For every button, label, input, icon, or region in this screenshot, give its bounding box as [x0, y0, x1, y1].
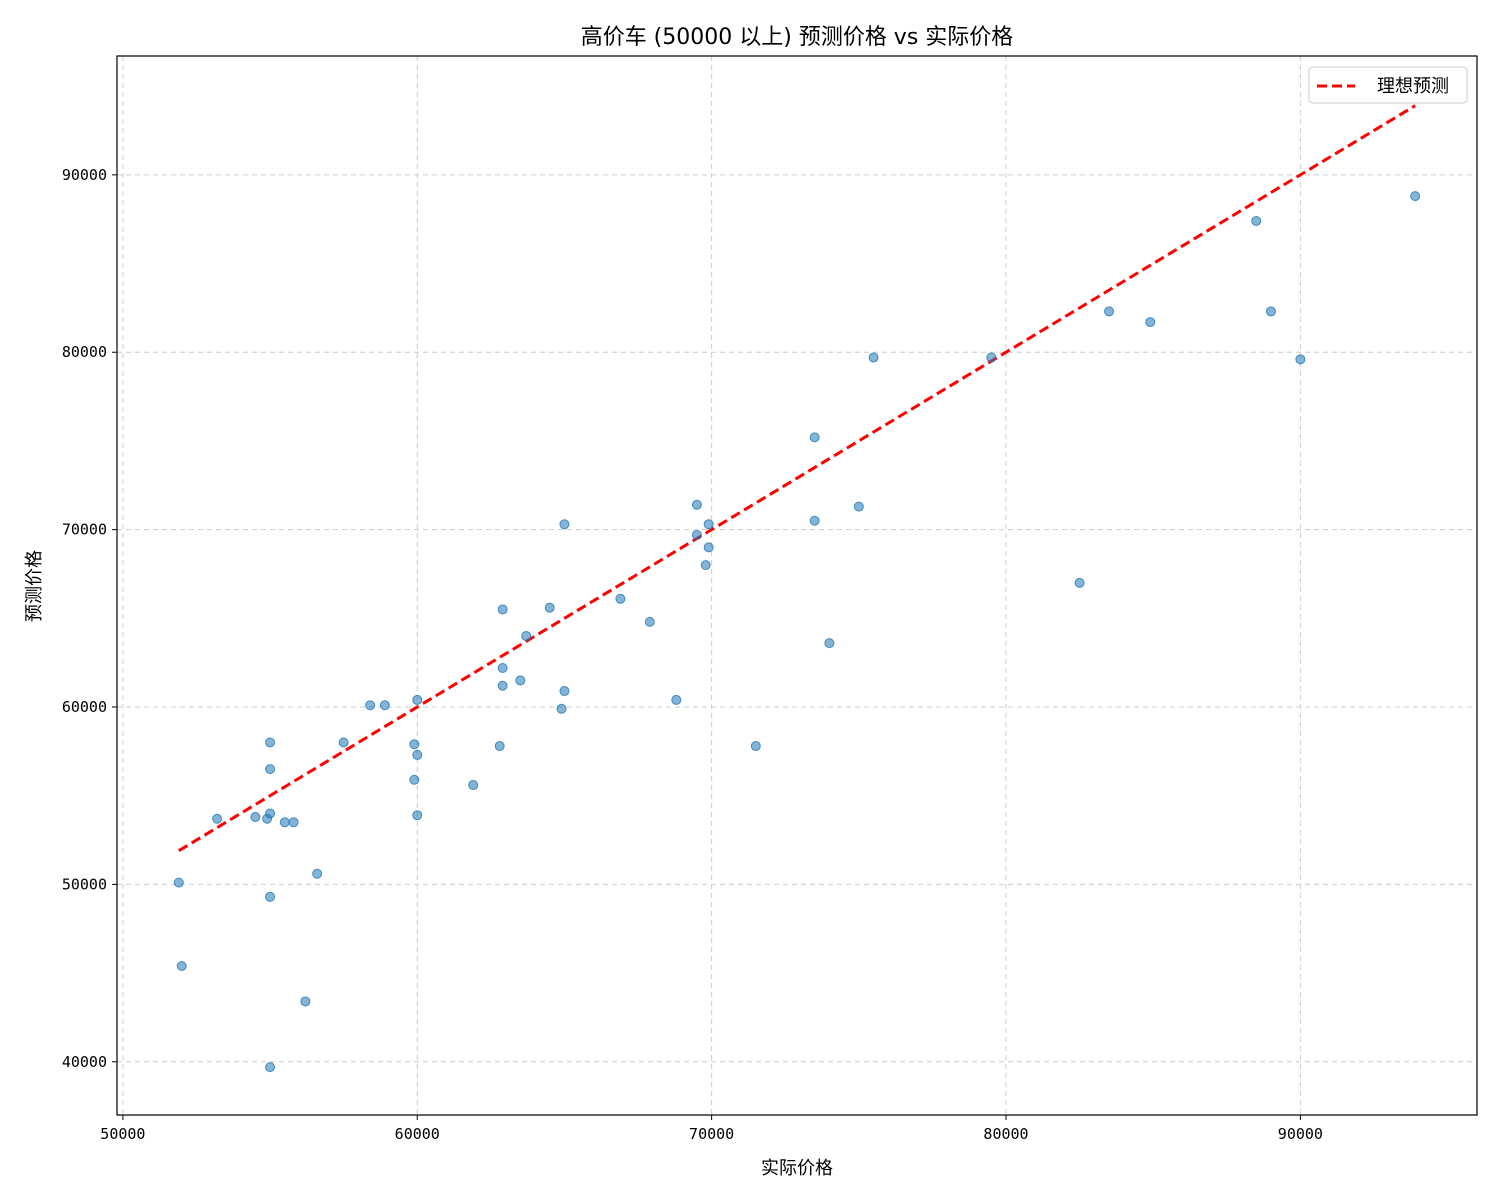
data-point [824, 638, 835, 649]
data-point [279, 817, 290, 828]
data-point [1104, 306, 1115, 317]
data-point [750, 741, 761, 752]
legend-box [1308, 66, 1468, 104]
data-point [265, 891, 276, 902]
data-point [300, 996, 311, 1007]
data-points [173, 191, 1421, 1073]
data-point [1251, 215, 1262, 226]
data-point [703, 519, 714, 530]
data-point [691, 499, 702, 510]
data-point [853, 501, 864, 512]
data-point [544, 602, 555, 613]
data-point [265, 764, 276, 775]
y-tick-label: 40000 [62, 1053, 107, 1071]
data-point [176, 960, 187, 971]
data-point [615, 593, 626, 604]
data-point [1074, 577, 1085, 588]
data-point [703, 542, 714, 553]
data-point [288, 817, 299, 828]
x-tick-label: 70000 [689, 1125, 734, 1143]
data-point [556, 703, 567, 714]
data-point [494, 741, 505, 752]
data-point [265, 1062, 276, 1073]
legend: 理想预测 [1308, 66, 1468, 104]
data-point [497, 604, 508, 615]
data-point [497, 680, 508, 691]
data-point [1265, 306, 1276, 317]
data-point [412, 749, 423, 760]
y-tick-label: 70000 [62, 521, 107, 539]
data-point [986, 352, 997, 363]
data-point [700, 560, 711, 571]
data-point [409, 739, 420, 750]
legend-label: 理想预测 [1377, 76, 1449, 97]
y-tick-label: 50000 [62, 875, 107, 893]
x-tick-label: 80000 [983, 1125, 1028, 1143]
chart-title: 高价车 (50000 以上) 预测价格 vs 实际价格 [581, 25, 1014, 50]
y-axis-label: 预测价格 [24, 550, 45, 622]
data-point [338, 737, 349, 748]
data-point [497, 662, 508, 673]
y-tick-label: 60000 [62, 698, 107, 716]
x-tick-label: 90000 [1278, 1125, 1323, 1143]
data-point [412, 694, 423, 705]
data-point [559, 686, 570, 697]
ideal-prediction-line [178, 104, 1416, 852]
data-point [1295, 354, 1306, 365]
x-tick-label: 60000 [395, 1125, 440, 1143]
data-point [379, 700, 390, 711]
data-point [691, 529, 702, 540]
y-axis-ticks: 40000 50000 60000 70000 80000 90000 [62, 166, 117, 1071]
x-axis-label: 实际价格 [761, 1158, 833, 1179]
grid [117, 56, 1477, 1115]
data-point [809, 432, 820, 443]
data-point [365, 700, 376, 711]
data-point [212, 813, 223, 824]
data-point [409, 774, 420, 785]
data-point [173, 877, 184, 888]
data-point [468, 780, 479, 791]
data-point [265, 737, 276, 748]
y-tick-label: 80000 [62, 343, 107, 361]
data-point [265, 808, 276, 819]
data-point [250, 811, 261, 822]
data-point [809, 515, 820, 526]
data-point [644, 616, 655, 627]
y-tick-label: 90000 [62, 166, 107, 184]
data-point [515, 675, 526, 686]
x-axis-ticks: 50000 60000 70000 80000 90000 [100, 1115, 1323, 1143]
data-point [559, 519, 570, 530]
x-tick-label: 50000 [100, 1125, 145, 1143]
data-point [671, 694, 682, 705]
data-point [412, 810, 423, 821]
plot-area-frame [116, 55, 1478, 1116]
data-point [1410, 191, 1421, 202]
data-point [521, 631, 532, 642]
data-point [868, 352, 879, 363]
data-point [1145, 317, 1156, 328]
data-point [312, 868, 323, 879]
